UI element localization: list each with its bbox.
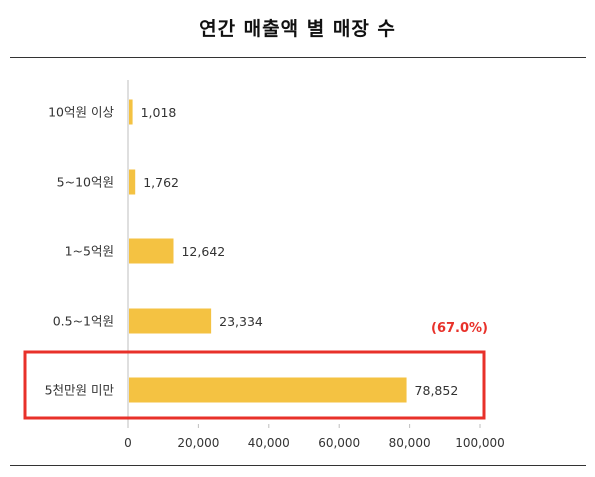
x-tick-label: 20,000: [177, 436, 219, 450]
bottom-divider: [10, 465, 586, 466]
bar-2: [129, 169, 136, 195]
bar-5: [129, 377, 407, 403]
category-label: 10억원 이상: [48, 105, 114, 120]
x-tick-label: 100,000: [455, 436, 505, 450]
bar-3: [129, 238, 174, 264]
chart-title: 연간 매출액 별 매장 수: [199, 18, 396, 40]
x-tick-label: 60,000: [318, 436, 360, 450]
bar-4: [129, 308, 212, 334]
category-label: 5천만원 미만: [45, 383, 115, 398]
top-divider: [10, 57, 586, 58]
x-tick-label: 80,000: [389, 436, 431, 450]
value-label: 1,762: [143, 175, 179, 190]
category-label: 1~5억원: [65, 244, 114, 259]
highlight-box: [23, 350, 486, 420]
category-label: 5~10억원: [57, 175, 114, 190]
value-label: 1,018: [141, 105, 177, 120]
value-label: 23,334: [219, 314, 263, 329]
value-labels: 1,018 1,762 12,642 23,334 78,852: [141, 105, 459, 398]
bars-layer: [129, 99, 407, 403]
share-annotation: (67.0%): [431, 321, 488, 336]
category-labels: 10억원 이상 5~10억원 1~5억원 0.5~1억원 5천만원 미만: [45, 105, 115, 398]
x-tick-label: 0: [124, 436, 132, 450]
category-label: 0.5~1억원: [53, 314, 114, 329]
x-tick-label: 40,000: [248, 436, 290, 450]
value-label: 78,852: [415, 383, 459, 398]
bar-1: [129, 99, 133, 125]
x-axis-ticks: 0 20,000 40,000 60,000 80,000 100,000: [124, 424, 505, 450]
value-label: 12,642: [181, 244, 225, 259]
